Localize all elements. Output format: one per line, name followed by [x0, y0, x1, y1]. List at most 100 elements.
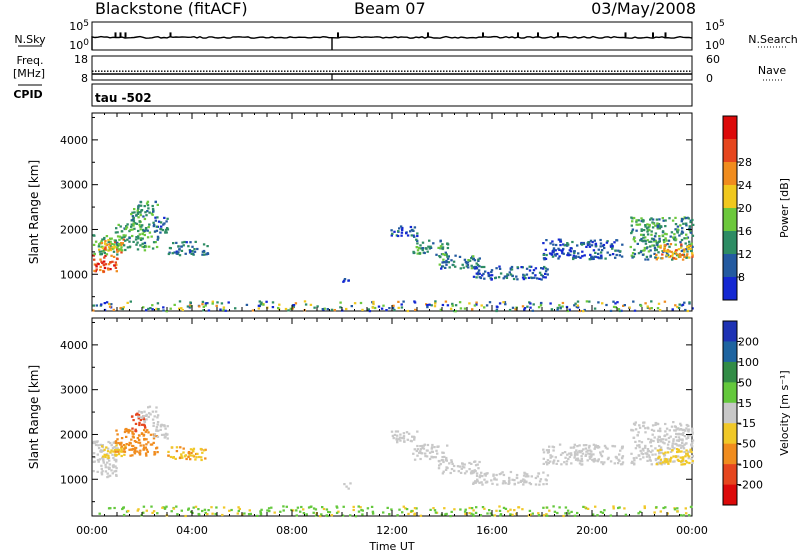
velocity-cell [98, 458, 102, 461]
velocity-cell [113, 470, 116, 473]
power-cell [126, 223, 129, 226]
velocity-cell [685, 452, 688, 455]
velocity-cell [630, 452, 633, 455]
velocity-cell [637, 512, 640, 515]
velocity-cell [199, 447, 203, 451]
velocity-cell [679, 460, 683, 463]
velocity-cell [690, 444, 694, 447]
power-cell [109, 249, 113, 252]
velocity-cell [643, 506, 646, 510]
power-cell [435, 253, 438, 256]
power-cell [101, 245, 104, 248]
velocity-cell [312, 507, 316, 510]
velocity-cell [523, 479, 526, 482]
velocity-cell [135, 440, 138, 443]
velocity-cell [163, 424, 166, 427]
velocity-cell [638, 440, 641, 443]
velocity-cell [671, 446, 674, 449]
power-cell [156, 238, 159, 241]
velocity-cell [552, 449, 555, 452]
power-cell [206, 302, 209, 305]
velocity-cell [483, 473, 486, 476]
power-cell [477, 269, 481, 272]
power-cell [688, 225, 692, 228]
velocity-cell [509, 508, 512, 511]
velocity-cell [215, 506, 218, 509]
velocity-cell [419, 450, 422, 453]
power-cell [126, 238, 129, 241]
velocity-cell [142, 417, 145, 420]
velocity-cell [120, 437, 124, 440]
power-cell [447, 261, 450, 264]
velocity-cell [450, 459, 453, 462]
power-cell [452, 260, 456, 263]
power-cell [683, 250, 686, 253]
velocity-cell [430, 450, 434, 453]
power-cell [454, 254, 457, 257]
power-cell [677, 248, 681, 251]
power-cell [103, 238, 106, 241]
velocity-cell [474, 470, 477, 473]
power-cell [123, 227, 126, 230]
velocity-cell [410, 440, 413, 443]
power-cell [633, 236, 636, 240]
power-cell [655, 248, 658, 251]
power-cell [391, 232, 394, 235]
power-cell [470, 257, 473, 260]
velocity-cell [144, 414, 148, 417]
velocity-cell [582, 448, 585, 451]
power-cell [204, 302, 208, 305]
velocity-cell [671, 442, 674, 445]
power-cell [576, 304, 579, 307]
velocity-cell [165, 505, 168, 508]
velocity-cell [678, 450, 681, 453]
power-cell [400, 303, 403, 306]
velocity-cell [206, 513, 209, 516]
velocity-cell [328, 511, 332, 514]
velocity-cell [582, 444, 586, 447]
velocity-cell [483, 478, 486, 481]
velocity-cell [666, 446, 670, 449]
power-cell [642, 229, 646, 232]
velocity-cell [200, 458, 203, 462]
power-cell [146, 210, 149, 213]
power-cell [162, 223, 165, 226]
velocity-cell [537, 512, 540, 515]
velocity-cell [104, 466, 107, 469]
power-cell [678, 254, 681, 258]
velocity-cell [478, 460, 481, 464]
velocity-cell [120, 446, 123, 450]
power-cell [143, 233, 146, 237]
velocity-cell [285, 505, 288, 508]
power-cell [148, 245, 151, 248]
power-cell [658, 309, 662, 312]
velocity-cell [656, 422, 660, 426]
velocity-cell [649, 450, 653, 454]
velocity-cell [100, 473, 104, 476]
power-cell [594, 251, 597, 254]
velocity-cell [662, 506, 665, 510]
power-cell [658, 218, 661, 221]
velocity-cell [341, 514, 345, 517]
power-cell [143, 229, 146, 232]
power-cell [614, 306, 617, 309]
power-cell [687, 217, 690, 220]
power-cell [532, 303, 535, 306]
velocity-cell [238, 507, 241, 511]
velocity-cell [437, 459, 441, 463]
velocity-cell [658, 435, 661, 438]
velocity-cell [143, 410, 146, 413]
power-ytick-1000: 1000 [60, 268, 88, 281]
power-cell [409, 225, 413, 229]
velocity-cell [160, 433, 164, 436]
velocity-cell [552, 460, 555, 463]
velocity-cell [555, 462, 558, 465]
velocity-cell [664, 459, 668, 462]
power-cell [98, 248, 101, 251]
velocity-cell [576, 445, 579, 448]
velocity-cell [464, 508, 467, 511]
power-cell [688, 227, 691, 230]
power-cell [382, 304, 385, 307]
velocity-cell [681, 456, 685, 459]
power-cell [593, 239, 596, 242]
